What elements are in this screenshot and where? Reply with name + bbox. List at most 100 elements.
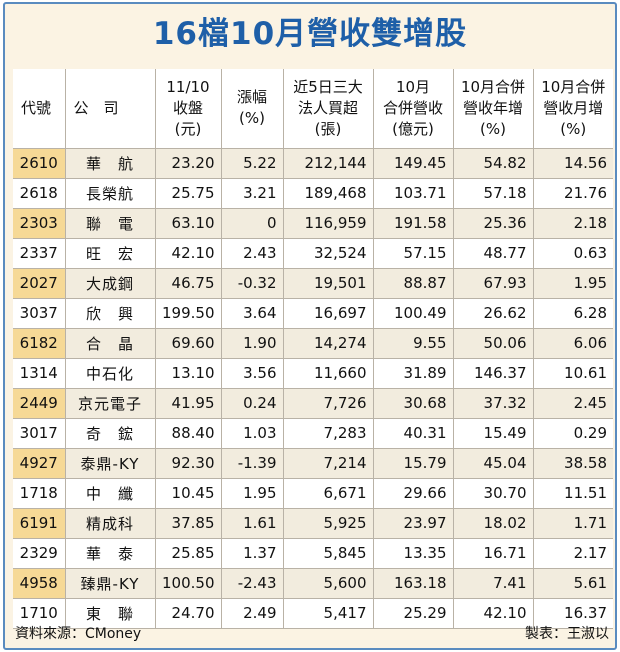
- value-cell: 69.60: [154, 328, 221, 359]
- value-cell: 41.95: [154, 388, 221, 419]
- value-cell: 11.51: [532, 478, 613, 509]
- value-cell: 5,600: [282, 568, 373, 599]
- value-cell: 31.89: [372, 358, 453, 389]
- value-cell: 16.37: [532, 598, 613, 629]
- value-cell: 2.43: [220, 238, 283, 269]
- value-cell: 48.77: [452, 238, 533, 269]
- value-cell: 63.10: [154, 208, 221, 239]
- value-cell: 13.35: [372, 538, 453, 569]
- value-cell: 7.41: [452, 568, 533, 599]
- company-name-cell: 欣 興: [64, 298, 155, 329]
- value-cell: 46.75: [154, 268, 221, 299]
- value-cell: 0.63: [532, 238, 613, 269]
- value-cell: 1.95: [532, 268, 613, 299]
- table-row: 2337 旺 宏 42.10 2.43 32,524 57.15 48.77 0.63: [13, 238, 613, 269]
- company-name-cell: 聯 電: [64, 208, 155, 239]
- value-cell: 189,468: [282, 178, 373, 209]
- value-cell: 10.45: [154, 478, 221, 509]
- value-cell: 23.97: [372, 508, 453, 539]
- value-cell: 5.61: [532, 568, 613, 599]
- value-cell: 37.85: [154, 508, 221, 539]
- company-name-cell: 華 泰: [64, 538, 155, 569]
- value-cell: 103.71: [372, 178, 453, 209]
- company-name-cell: 泰鼎-KY: [64, 448, 155, 479]
- company-name-cell: 長榮航: [64, 178, 155, 209]
- value-cell: 3.21: [220, 178, 283, 209]
- company-name-cell: 合 晶: [64, 328, 155, 359]
- value-cell: -1.39: [220, 448, 283, 479]
- value-cell: 5,925: [282, 508, 373, 539]
- table-row: 3037 欣 興 199.50 3.64 16,697 100.49 26.62 6.28: [13, 298, 613, 329]
- table-row: 2610 華 航 23.20 5.22 212,144 149.45 54.82 14.56: [13, 148, 613, 179]
- value-cell: 67.93: [452, 268, 533, 299]
- value-cell: 29.66: [372, 478, 453, 509]
- value-cell: 10.61: [532, 358, 613, 389]
- table-row: 6182 合 晶 69.60 1.90 14,274 9.55 50.06 6.06: [13, 328, 613, 359]
- stock-code-cell: 3037: [13, 298, 65, 329]
- value-cell: 24.70: [154, 598, 221, 629]
- value-cell: 57.15: [372, 238, 453, 269]
- table-body: 2610 華 航 23.20 5.22 212,144 149.45 54.82 14.56 2…: [13, 148, 613, 629]
- value-cell: 15.79: [372, 448, 453, 479]
- value-cell: 42.10: [154, 238, 221, 269]
- value-cell: 149.45: [372, 148, 453, 179]
- table-row: 6191 精成科 37.85 1.61 5,925 23.97 18.02 1.71: [13, 508, 613, 539]
- value-cell: 3.64: [220, 298, 283, 329]
- value-cell: 7,283: [282, 418, 373, 449]
- stock-code-cell: 6191: [13, 508, 65, 539]
- company-name-cell: 精成科: [64, 508, 155, 539]
- value-cell: 16.71: [452, 538, 533, 569]
- value-cell: 5,845: [282, 538, 373, 569]
- value-cell: 14,274: [282, 328, 373, 359]
- value-cell: 25.85: [154, 538, 221, 569]
- stock-code-cell: 2303: [13, 208, 65, 239]
- stock-code-cell: 2618: [13, 178, 65, 209]
- value-cell: 1.03: [220, 418, 283, 449]
- stock-code-cell: 2329: [13, 538, 65, 569]
- company-name-cell: 旺 宏: [64, 238, 155, 269]
- value-cell: -0.32: [220, 268, 283, 299]
- table-row: 2329 華 泰 25.85 1.37 5,845 13.35 16.71 2.17: [13, 538, 613, 569]
- revenue-table: 代號公 司 11/10 收盤 (元) 漲幅 (%) 近5日三大 法人買超 (張) 10月…: [13, 69, 613, 629]
- table-row: 3017 奇 鋐 88.40 1.03 7,283 40.31 15.49 0.29: [13, 418, 613, 449]
- column-header: 10月合併 營收月增 (%): [532, 69, 613, 149]
- table-row: 2303 聯 電 63.10 0 116,959 191.58 25.36 2.18: [13, 208, 613, 239]
- company-name-cell: 大成鋼: [64, 268, 155, 299]
- stock-code-cell: 2027: [13, 268, 65, 299]
- value-cell: 30.70: [452, 478, 533, 509]
- value-cell: 6,671: [282, 478, 373, 509]
- value-cell: 15.49: [452, 418, 533, 449]
- value-cell: 2.49: [220, 598, 283, 629]
- value-cell: 50.06: [452, 328, 533, 359]
- stock-code-cell: 4958: [13, 568, 65, 599]
- stock-code-cell: 2610: [13, 148, 65, 179]
- table-card: 16檔10月營收雙增股 代號公 司 11/10 收盤 (元) 漲幅 (%) 近5日三大…: [3, 2, 617, 650]
- value-cell: 7,214: [282, 448, 373, 479]
- value-cell: 5.22: [220, 148, 283, 179]
- value-cell: 25.29: [372, 598, 453, 629]
- table-row: 2449 京元電子 41.95 0.24 7,726 30.68 37.32 2.45: [13, 388, 613, 419]
- value-cell: 1.71: [532, 508, 613, 539]
- value-cell: 19,501: [282, 268, 373, 299]
- stock-code-cell: 6182: [13, 328, 65, 359]
- value-cell: 100.49: [372, 298, 453, 329]
- value-cell: 88.87: [372, 268, 453, 299]
- company-name-cell: 奇 鋐: [64, 418, 155, 449]
- column-header: 10月合併 營收年增 (%): [452, 69, 533, 149]
- value-cell: 26.62: [452, 298, 533, 329]
- value-cell: 30.68: [372, 388, 453, 419]
- source-note: 資料來源：CMoney: [15, 626, 142, 642]
- stock-code-cell: 2449: [13, 388, 65, 419]
- value-cell: 40.31: [372, 418, 453, 449]
- value-cell: 45.04: [452, 448, 533, 479]
- stock-code-cell: 1718: [13, 478, 65, 509]
- value-cell: 11,660: [282, 358, 373, 389]
- value-cell: 25.36: [452, 208, 533, 239]
- value-cell: -2.43: [220, 568, 283, 599]
- page-title: 16檔10月營收雙增股: [152, 16, 468, 52]
- company-name-cell: 東 聯: [64, 598, 155, 629]
- value-cell: 57.18: [452, 178, 533, 209]
- value-cell: 37.32: [452, 388, 533, 419]
- company-name-cell: 臻鼎-KY: [64, 568, 155, 599]
- value-cell: 116,959: [282, 208, 373, 239]
